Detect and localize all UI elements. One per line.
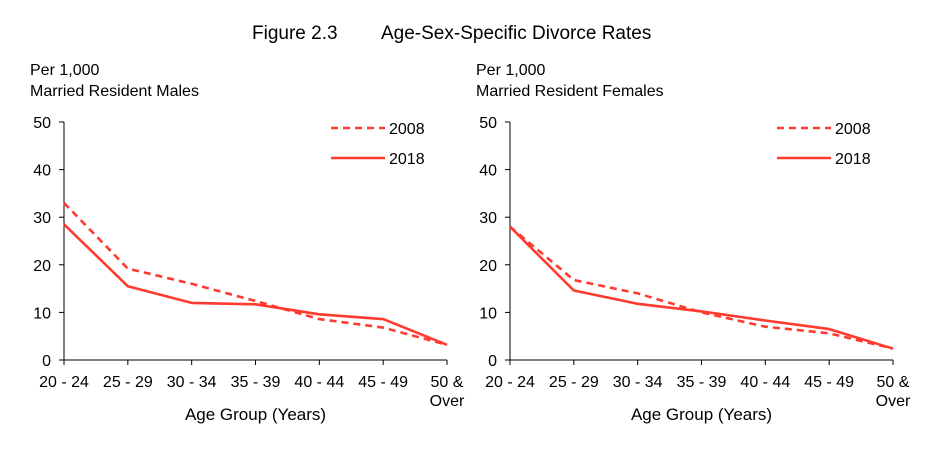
x-axis-label: Age Group (Years) bbox=[185, 405, 326, 424]
x-tick-label: 20 - 24 bbox=[485, 374, 535, 391]
x-tick-label: 45 - 49 bbox=[804, 374, 854, 391]
x-tick-label: 50 &Over bbox=[430, 374, 465, 410]
x-tick-label: 20 - 24 bbox=[39, 374, 89, 391]
x-tick-label: 25 - 29 bbox=[549, 374, 599, 391]
legend-label: 2008 bbox=[835, 121, 871, 138]
x-tick-label: 30 - 34 bbox=[613, 374, 663, 391]
x-axis-label: Age Group (Years) bbox=[631, 405, 772, 424]
x-tick-label: 25 - 29 bbox=[103, 374, 153, 391]
y-axis-label-line2: Married Resident Males bbox=[30, 83, 199, 100]
legend-label: 2018 bbox=[835, 151, 871, 168]
y-tick-label: 20 bbox=[33, 258, 51, 275]
series-line-2008 bbox=[64, 203, 447, 345]
x-tick-label: 40 - 44 bbox=[294, 374, 344, 391]
x-tick-label: 30 - 34 bbox=[167, 374, 217, 391]
x-tick-label: 45 - 49 bbox=[358, 374, 408, 391]
y-tick-label: 10 bbox=[479, 305, 497, 322]
y-axis-label-line2: Married Resident Females bbox=[476, 83, 664, 100]
y-tick-label: 10 bbox=[33, 305, 51, 322]
y-tick-label: 20 bbox=[479, 258, 497, 275]
series-line-2018 bbox=[510, 227, 893, 349]
x-tick-label: 35 - 39 bbox=[677, 374, 727, 391]
x-tick-label: 40 - 44 bbox=[740, 374, 790, 391]
y-tick-label: 50 bbox=[479, 115, 497, 132]
chart-males: Per 1,000 Married Resident Males 0 10 20 30 40… bbox=[30, 62, 465, 424]
chart-females: Per 1,000 Married Resident Females 0 10 20 30… bbox=[476, 62, 911, 424]
x-tick-label: 35 - 39 bbox=[231, 374, 281, 391]
legend-label: 2008 bbox=[389, 121, 425, 138]
y-tick-label: 40 bbox=[479, 163, 497, 180]
figure-label: Figure 2.3 bbox=[252, 23, 338, 44]
y-tick-label: 30 bbox=[479, 210, 497, 227]
y-tick-label: 30 bbox=[33, 210, 51, 227]
x-tick-label: 50 &Over bbox=[876, 374, 911, 410]
legend-label: 2018 bbox=[389, 151, 425, 168]
y-tick-label: 40 bbox=[33, 163, 51, 180]
y-tick-label: 0 bbox=[488, 353, 497, 370]
y-tick-label: 50 bbox=[33, 115, 51, 132]
y-tick-label: 0 bbox=[42, 353, 51, 370]
y-axis-label-line1: Per 1,000 bbox=[476, 62, 545, 79]
series-line-2018 bbox=[64, 224, 447, 344]
y-axis-label-line1: Per 1,000 bbox=[30, 62, 99, 79]
figure-title: Age-Sex-Specific Divorce Rates bbox=[381, 23, 651, 44]
